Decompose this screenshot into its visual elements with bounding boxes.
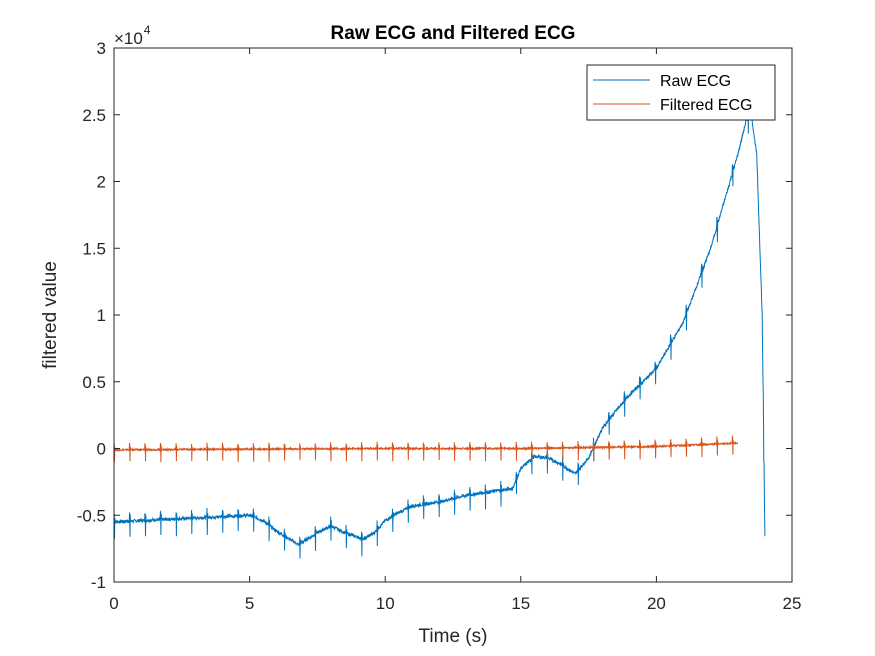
x-tick-label: 10 [376,594,395,613]
y-tick-label: 1.5 [82,239,106,258]
y-tick-label: -0.5 [77,506,106,525]
y-tick-label: 1 [97,306,106,325]
y-tick-label: -1 [91,573,106,592]
series-line-raw-ecg [113,110,766,559]
tick-layer: -1 -0.5 0 0.5 1 1.5 2 2.5 3 0 5 10 15 20 25 [77,39,802,613]
y-tick-label: 3 [97,39,106,58]
y-exponent-base: ×10 [114,29,143,48]
x-tick-label: 5 [245,594,254,613]
x-tick-label: 15 [511,594,530,613]
x-tick-label: 20 [647,594,666,613]
legend-label-raw-ecg: Raw ECG [660,73,731,90]
series-layer [113,110,766,559]
y-tick-label: 0 [97,440,106,459]
y-exponent-power: 4 [144,23,151,37]
y-tick-label: 2.5 [82,106,106,125]
legend: Raw ECG Filtered ECG [586,64,776,121]
x-tick-label: 25 [783,594,802,613]
x-tick-label: 0 [109,594,118,613]
legend-box [586,64,776,121]
x-axis-label: Time (s) [419,626,488,647]
chart-title: Raw ECG and Filtered ECG [331,23,576,44]
plot-area [114,48,792,582]
y-tick-label: 0.5 [82,373,106,392]
legend-label-filtered-ecg: Filtered ECG [660,97,752,114]
series-line-filtered-ecg [113,434,739,463]
y-tick-label: 2 [97,173,106,192]
y-exponent: ×10 4 [114,23,151,48]
y-axis-label: filtered value [40,261,61,369]
